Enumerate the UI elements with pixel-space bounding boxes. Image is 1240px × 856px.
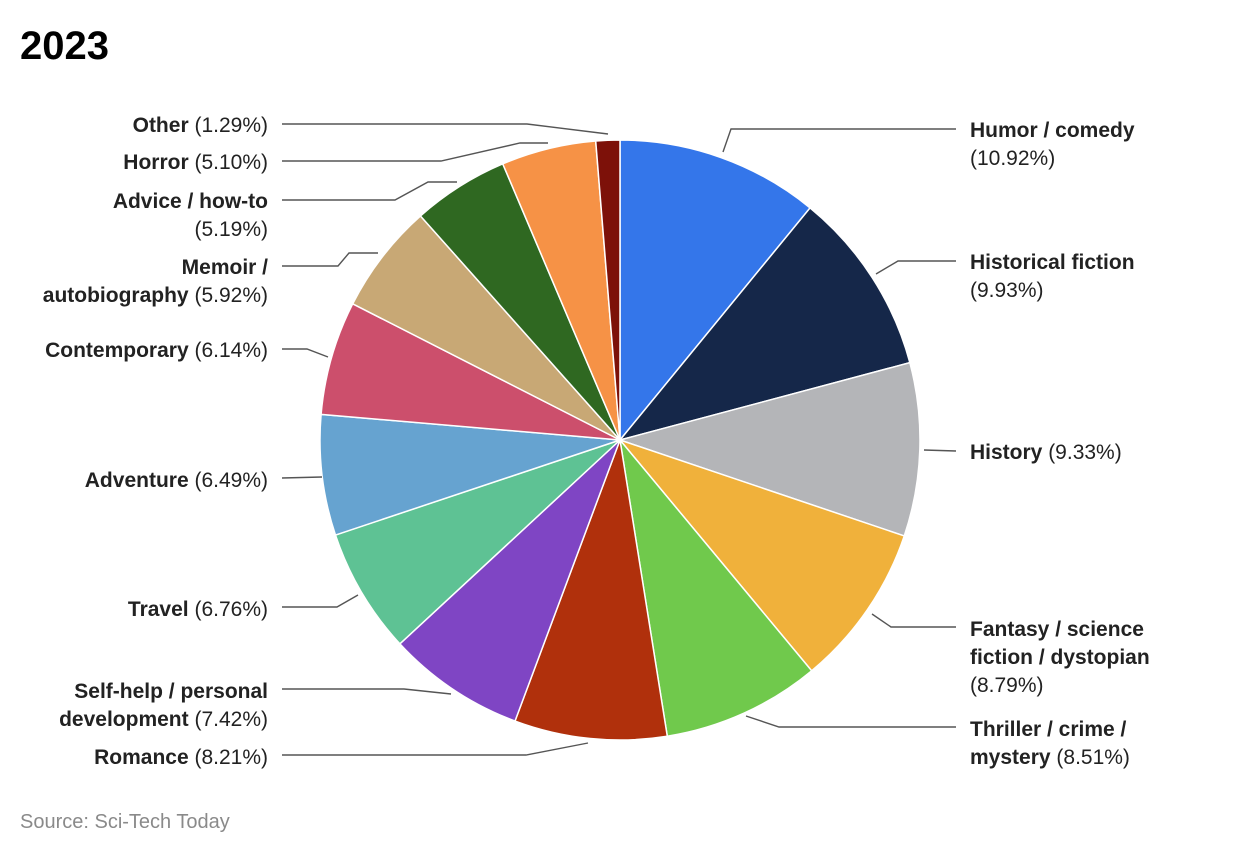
slice-value-memoir-autobiography: (5.92%) xyxy=(189,284,268,307)
leader-line-travel xyxy=(282,594,359,608)
slice-value-self-help-personal-development: (7.42%) xyxy=(189,708,268,731)
source-note: Source: Sci-Tech Today xyxy=(20,811,230,833)
slice-label-historical-fiction: Historical fiction (9.93%) xyxy=(970,251,1135,302)
pie-slice-humor-comedy xyxy=(619,139,812,443)
slice-value-romance: (8.21%) xyxy=(189,746,268,769)
leader-line-horror xyxy=(282,142,548,162)
leader-line-memoir-autobiography xyxy=(282,252,378,267)
slice-label-horror: Horror (5.10%) xyxy=(123,151,268,174)
pie-slice-adventure xyxy=(319,413,621,536)
leader-line-thriller-crime-mystery xyxy=(745,715,956,728)
leader-line-contemporary xyxy=(282,348,329,358)
slice-label-advice-how-to: Advice / how-to (5.19%) xyxy=(113,190,268,241)
slice-label-history: History (9.33%) xyxy=(970,441,1122,464)
slice-label-self-help-personal-development: Self-help / personal development (7.42%) xyxy=(59,680,268,731)
slice-label-fantasy-science-fiction-dystopian: Fantasy / science fiction / dystopian (8.7… xyxy=(970,618,1150,697)
slice-label-memoir-autobiography: Memoir / autobiography (5.92%) xyxy=(43,256,268,307)
slice-value-travel: (6.76%) xyxy=(189,598,268,621)
pie-slice-travel xyxy=(334,439,621,645)
leader-line-history xyxy=(923,449,957,452)
leader-line-advice-how-to xyxy=(282,181,457,201)
slice-value-humor-comedy: (10.92%) xyxy=(970,147,1055,170)
slice-value-other: (1.29%) xyxy=(189,114,268,137)
slice-label-travel: Travel (6.76%) xyxy=(128,598,268,621)
slice-label-romance: Romance (8.21%) xyxy=(94,746,268,769)
chart-title: 2023 xyxy=(20,24,109,68)
slice-value-thriller-crime-mystery: (8.51%) xyxy=(1051,746,1130,769)
pie-slice-contemporary xyxy=(320,302,621,441)
leader-line-humor-comedy xyxy=(722,128,956,153)
slice-label-thriller-crime-mystery: Thriller / crime / mystery (8.51%) xyxy=(970,718,1130,769)
slice-value-horror: (5.10%) xyxy=(189,151,268,174)
pie-slice-history xyxy=(617,361,921,537)
slice-value-adventure: (6.49%) xyxy=(189,469,268,492)
slice-value-fantasy-science-fiction-dystopian: (8.79%) xyxy=(970,674,1044,697)
slice-value-historical-fiction: (9.93%) xyxy=(970,279,1044,302)
leader-line-other xyxy=(282,123,609,135)
slice-label-humor-comedy: Humor / comedy (10.92%) xyxy=(970,119,1135,170)
leader-line-adventure xyxy=(281,476,323,479)
leader-line-romance xyxy=(282,742,589,756)
slice-value-history: (9.33%) xyxy=(1042,441,1121,464)
slice-value-advice-how-to: (5.19%) xyxy=(194,218,268,241)
pie-slice-other xyxy=(594,139,621,441)
leader-line-self-help-personal-development xyxy=(282,688,452,695)
pie-slice-self-help-personal-development xyxy=(398,439,621,722)
slice-label-other: Other (1.29%) xyxy=(133,114,268,137)
leader-line-historical-fiction xyxy=(875,260,956,275)
pie-slice-fantasy-science-fiction-dystopian xyxy=(617,438,906,672)
pie-slice-romance xyxy=(514,437,669,741)
slice-label-adventure: Adventure (6.49%) xyxy=(85,469,268,492)
leader-line-fantasy-science-fiction-dystopian xyxy=(871,613,956,628)
pie-slice-thriller-crime-mystery xyxy=(618,437,813,738)
slice-label-contemporary: Contemporary (6.14%) xyxy=(45,339,268,362)
slice-value-contemporary: (6.14%) xyxy=(189,339,268,362)
